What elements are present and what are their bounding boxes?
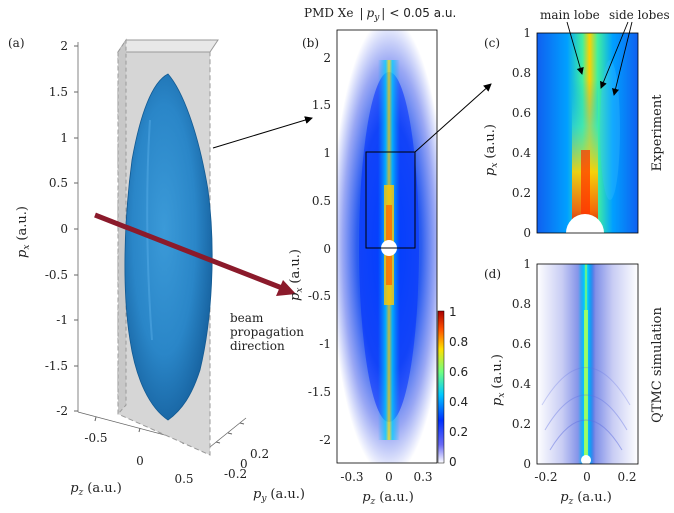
panel-a-label: (a) (8, 36, 25, 50)
panel-c-heatmap (537, 33, 638, 233)
connector-arrow-a-to-b (212, 116, 313, 149)
beam-label-line-2: propagation (230, 325, 304, 339)
panel-b-x-ticks: -0.3 0 0.3 (340, 470, 432, 484)
tick-label: 2 (323, 51, 331, 65)
panel-c-side-label: Experiment (650, 94, 665, 172)
colorbar (437, 310, 445, 464)
tick-label: -0.2 (224, 467, 247, 481)
tick-label: 0 (583, 470, 591, 484)
panel-d-label: (d) (484, 267, 501, 281)
tick-label: 0.4 (449, 395, 468, 409)
panel-a: (a) 2 1.5 1 0.5 0 -0.5 -1 -1.5 -2 px(a.u… (8, 36, 313, 504)
tick-label: 0.8 (512, 66, 531, 80)
panel-a-py-axis-label: py (a.u.) (253, 487, 305, 504)
tick-label: 0.2 (512, 417, 531, 431)
tick-label: -0.5 (45, 268, 68, 282)
tick-label: -1.5 (308, 385, 331, 399)
panel-c-label: (c) (484, 36, 500, 50)
tick-label: 0.6 (449, 365, 468, 379)
annotation-side-lobes: side lobes (609, 8, 670, 22)
panel-d: (d) 1 0.8 0.6 0.4 0.2 0 px(a.u.) -0.2 0 … (484, 257, 665, 507)
tick-label: 0.2 (449, 425, 468, 439)
tick-label: -1 (319, 337, 331, 351)
panel-d-x-axis-label: pz (a.u.) (560, 490, 612, 507)
tick-label: 1 (449, 305, 457, 319)
tick-label: 0 (136, 454, 144, 468)
panel-b: (b) PMD Xe | py | < 0.05 a.u. 2 1.5 1 0.5 0 … (288, 6, 492, 507)
tick-label: 0 (523, 457, 531, 471)
panel-b-y-ticks: 2 1.5 1 0.5 0 -0.5 -1 -1.5 -2 (308, 51, 331, 447)
colorbar-ticks: 1 0.8 0.6 0.4 0.2 0 (449, 305, 468, 469)
panel-b-frame (336, 29, 438, 464)
panel-c-frame (536, 32, 639, 234)
tick-label: -0.5 (84, 431, 107, 445)
momentum-distribution-surface (124, 73, 213, 421)
tick-label: -2 (56, 404, 68, 418)
panel-a-px-axis-label: px(a.u.) (15, 206, 32, 258)
tick-label: 0.5 (174, 472, 193, 486)
tick-label: 0.8 (512, 297, 531, 311)
panel-d-y-axis-label: px(a.u.) (490, 354, 507, 406)
panel-d-heatmap (537, 264, 638, 464)
tick-label: 2 (60, 39, 68, 53)
tick-label: 0.5 (312, 194, 331, 208)
panel-b-label: (b) (302, 36, 319, 50)
panel-b-x-axis-label: pz (a.u.) (362, 490, 414, 507)
panel-b-y-axis-label: px(a.u.) (288, 249, 305, 301)
tick-label: 0 (60, 222, 68, 236)
tick-label: 0 (523, 226, 531, 240)
panel-b-zoom-box (365, 151, 416, 249)
tick-label: 0 (323, 242, 331, 256)
tick-label: 1 (523, 257, 531, 271)
tick-label: 1.5 (49, 85, 68, 99)
panel-d-x-ticks: -0.2 0 0.2 (534, 470, 636, 484)
tick-label: 0 (385, 470, 393, 484)
tick-label: -0.5 (308, 289, 331, 303)
panel-d-side-label: QTMC simulation (650, 307, 665, 423)
tick-label: 0 (240, 457, 248, 471)
main-lobe-arrow (566, 21, 584, 75)
panel-c-y-ticks: 1 0.8 0.6 0.4 0.2 0 (512, 26, 531, 240)
tick-label: 0.5 (49, 176, 68, 190)
panel-b-heatmap (337, 30, 437, 463)
panel-c: (c) main lobe side lobes 1 0.8 0.6 0.4 0… (483, 8, 670, 240)
tick-label: 0.2 (512, 186, 531, 200)
panel-d-y-ticks: 1 0.8 0.6 0.4 0.2 0 (512, 257, 531, 471)
tick-label: 0.6 (512, 337, 531, 351)
panel-a-px-ticks: 2 1.5 1 0.5 0 -0.5 -1 -1.5 -2 (45, 39, 78, 418)
tick-label: 1.5 (312, 98, 331, 112)
panel-b-title: PMD Xe | py | < 0.05 a.u. (304, 6, 456, 23)
connector-arrow-b-to-c (414, 83, 492, 153)
tick-label: 0.8 (449, 335, 468, 349)
panel-a-pz-axis-label: pz (a.u.) (70, 481, 122, 498)
panel-c-y-axis-label: px(a.u.) (483, 124, 500, 176)
tick-label: 0 (449, 455, 457, 469)
tick-label: -1.5 (45, 359, 68, 373)
panel-d-frame (536, 263, 639, 465)
beam-label-line-3: direction (230, 339, 285, 353)
beam-arrow (94, 212, 296, 296)
tick-label: 0.6 (512, 106, 531, 120)
tick-label: -1 (56, 313, 68, 327)
tick-label: 0.2 (250, 447, 269, 461)
panel-a-py-ticks: 0.2 0 -0.2 (215, 422, 269, 481)
tick-label: -2 (319, 433, 331, 447)
panel-a-pz-ticks: -0.5 0 0.5 (84, 416, 194, 486)
tick-label: 0.3 (413, 470, 432, 484)
tick-label: 1 (60, 131, 68, 145)
tick-label: -0.2 (534, 470, 557, 484)
tick-label: 0.2 (617, 470, 636, 484)
side-lobe-arrow-2 (612, 21, 633, 96)
tick-label: -0.3 (340, 470, 363, 484)
tick-label: 1 (323, 146, 331, 160)
panel-a-py-axis (209, 417, 247, 448)
surface-highlight (146, 119, 153, 341)
tick-label: 1 (523, 26, 531, 40)
side-lobe-arrow-1 (600, 21, 629, 89)
tick-label: 0.4 (512, 377, 531, 391)
annotation-main-lobe: main lobe (540, 8, 600, 22)
tick-label: 0.4 (512, 146, 531, 160)
beam-label-line-1: beam (230, 311, 264, 325)
